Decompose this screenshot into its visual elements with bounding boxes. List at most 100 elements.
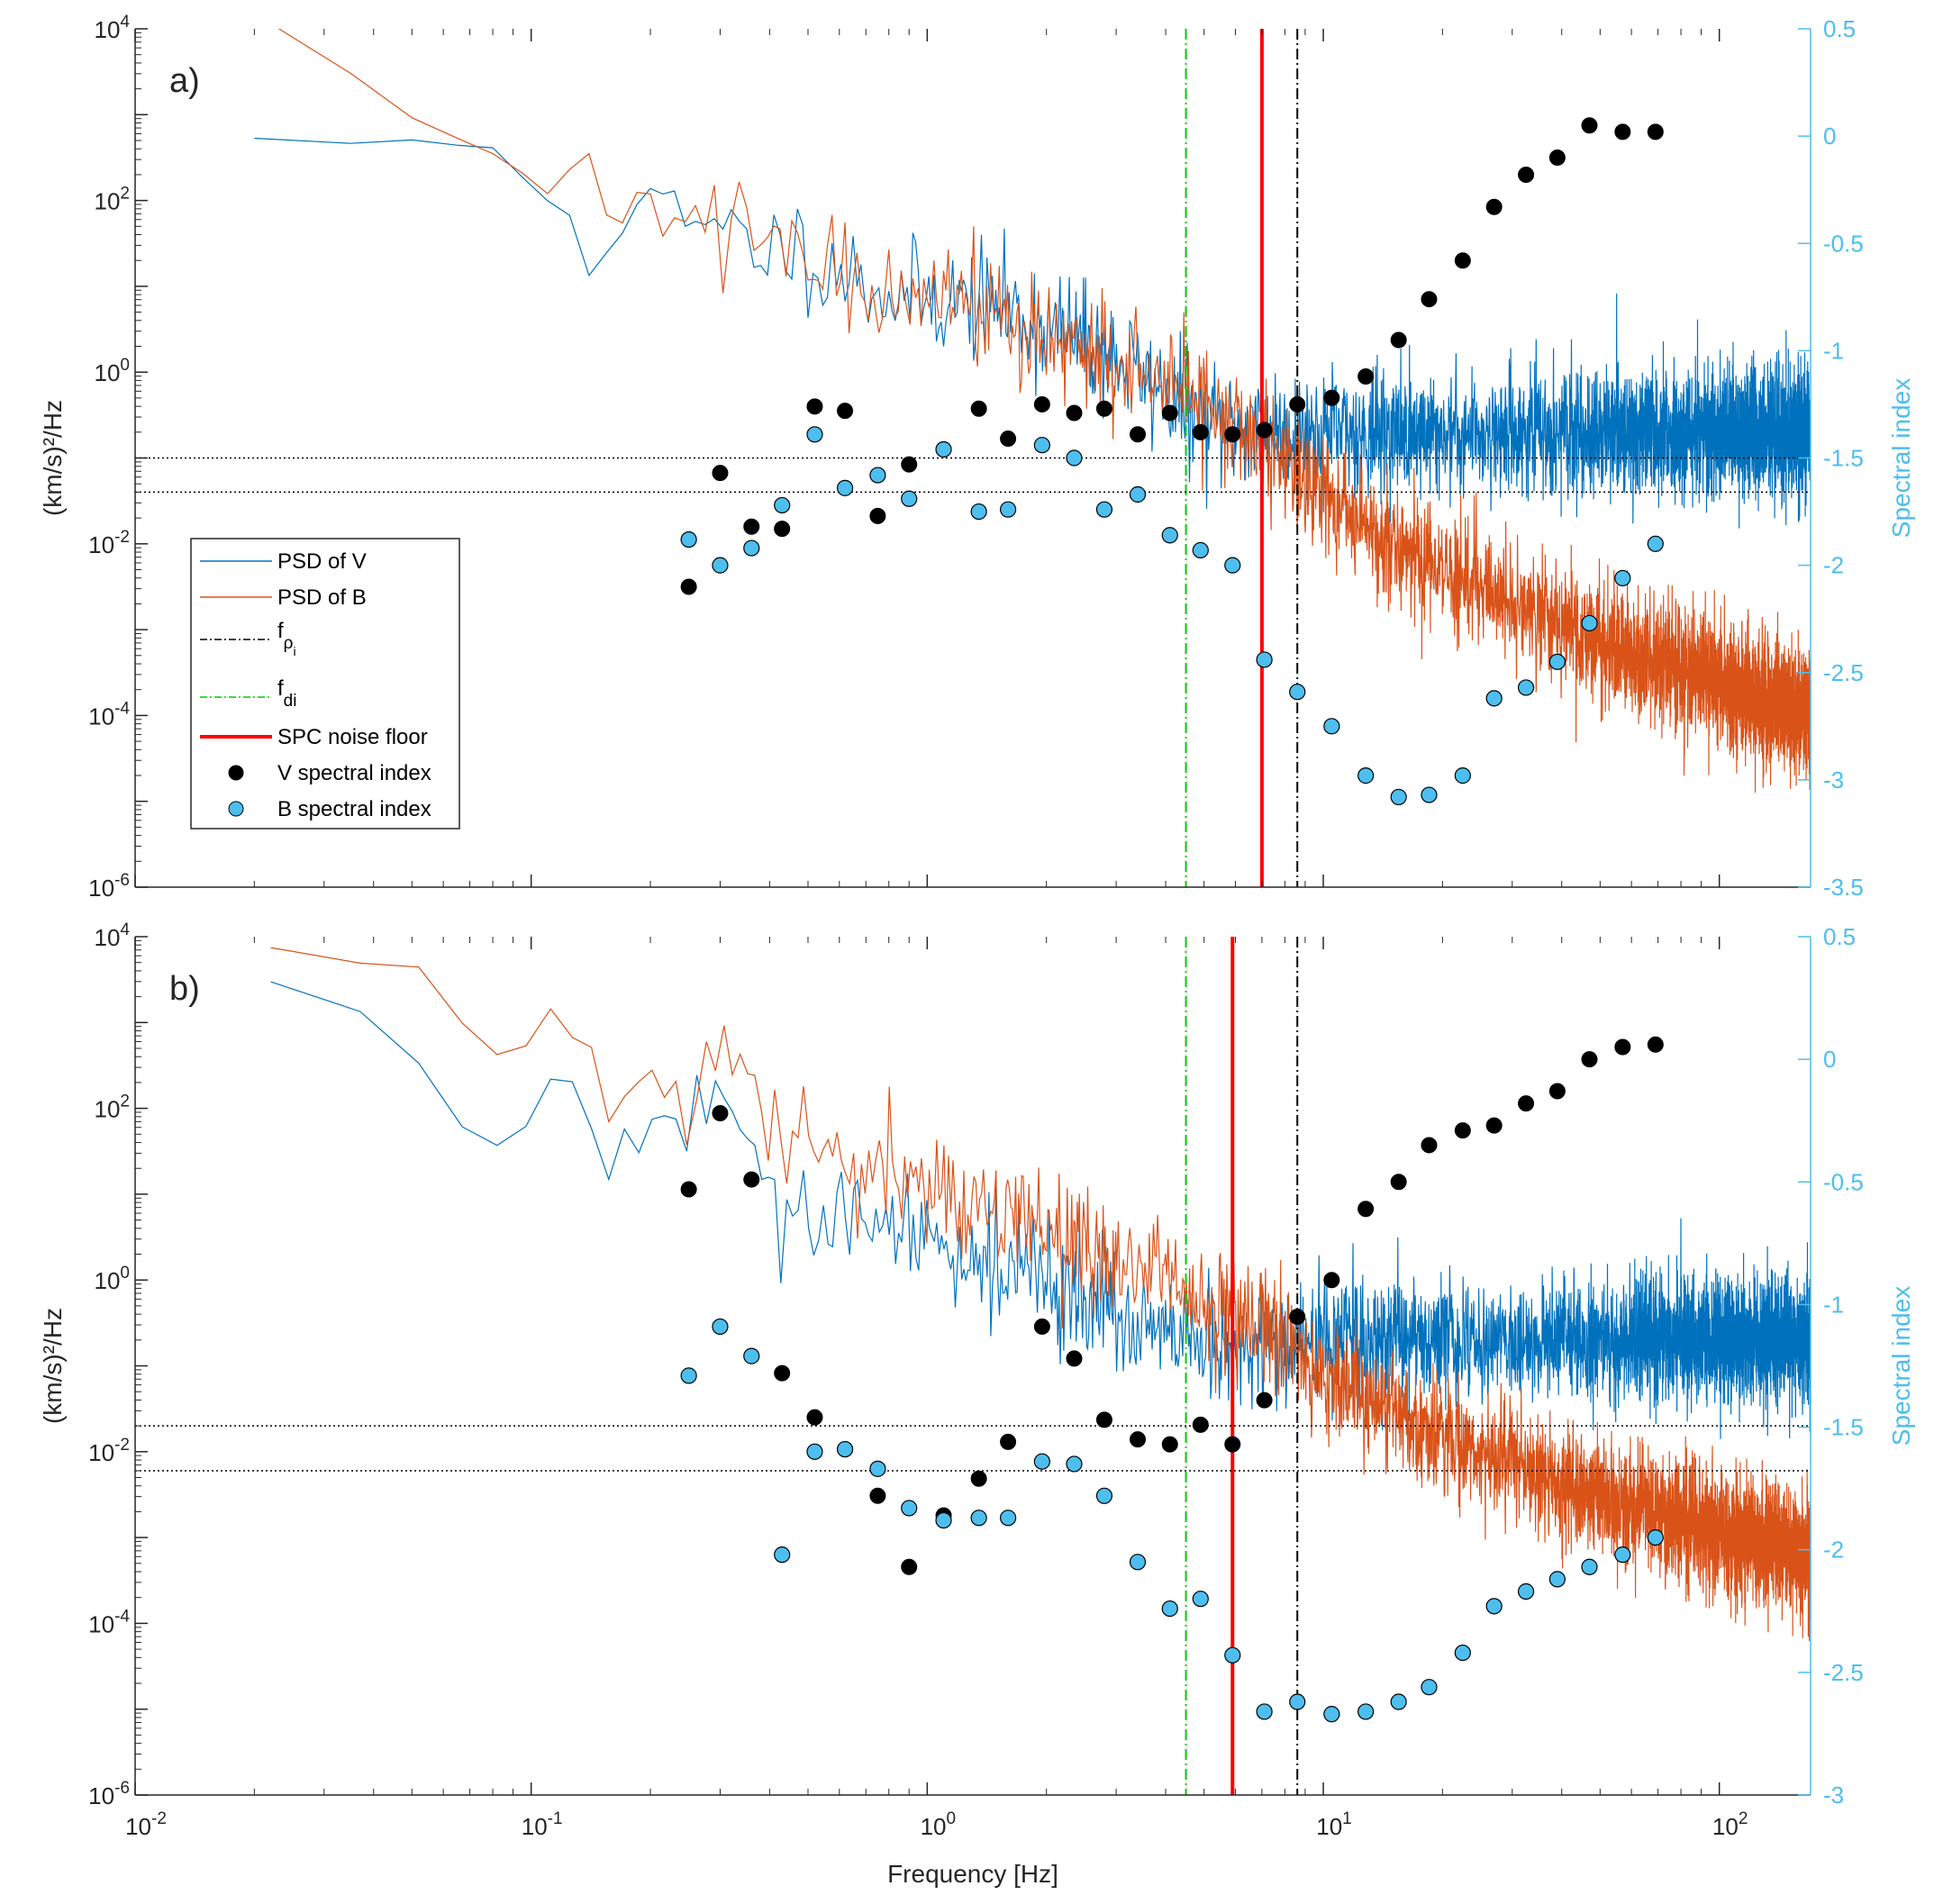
v-spectral-index-point [1454,1122,1471,1139]
y-axis-title: (km/s)²/Hz [39,400,67,516]
legend: PSD of V PSD of B fρi fdi SPC noise floor V s… [190,538,460,830]
y2-tick-label: -2 [1823,552,1844,579]
v-spectral-index-point [1581,117,1598,134]
v-spectral-index-point [1289,395,1306,413]
panel-label: b) [169,970,200,1008]
b-spectral-index-point [1066,449,1083,467]
b-spectral-index-point [774,496,791,514]
legend-swatch-v_index [228,765,244,781]
v-spectral-index-point [1548,149,1566,166]
y-tick-label: 10-6 [88,871,130,902]
b-spectral-index-point [901,1500,918,1517]
psd-b-line [270,947,1811,1641]
x-tick-label: 101 [1316,1809,1352,1840]
v-spectral-index-point [806,398,823,415]
y-tick-label: 100 [95,356,131,386]
y2-axis-title: Spectral index [1887,1286,1915,1446]
y2-tick-label: -3.5 [1823,874,1864,901]
y2-tick-label: -1 [1823,337,1844,364]
y2-tick-label: 0 [1823,122,1836,150]
v-spectral-index-point [1224,426,1241,443]
y2-tick-label: -3 [1823,1782,1844,1809]
v-spectral-index-point [1485,1117,1503,1134]
b-spectral-index-point [1517,679,1535,696]
v-spectral-index-point [1066,1350,1083,1367]
b-spectral-index-point [1517,1582,1535,1600]
v-spectral-index-point [1033,1318,1050,1335]
b-spectral-index-point [999,501,1017,518]
b-spectral-index-point [1095,1487,1113,1504]
y-tick-label: 10-2 [88,1436,130,1466]
y2-tick-label: 0 [1823,1046,1836,1073]
b-spectral-index-point [1323,718,1340,735]
v-spectral-index-point [1485,198,1503,215]
v-spectral-index-point [1518,167,1535,184]
b-spectral-index-point [970,503,987,521]
v-spectral-index-point [901,456,918,473]
y-axis-title: (km/s)²/Hz [39,1308,67,1424]
v-spectral-index-point [1066,404,1083,422]
v-spectral-index-point [1323,1272,1340,1289]
v-spectral-index-point [1256,422,1273,439]
b-spectral-index-point [1647,535,1664,552]
b-spectral-index-point [743,539,760,557]
b-spectral-index-point [1033,1453,1050,1470]
b-spectral-index-point [869,1460,886,1477]
v-spectral-index-point [1256,1392,1273,1409]
v-spectral-index-point [1421,1137,1438,1154]
v-spectral-index-point [901,1558,918,1575]
b-spectral-index-point [712,1318,729,1336]
y2-tick-label: -0.5 [1823,1168,1864,1195]
b-spectral-index-point [1224,1646,1241,1664]
y-tick-label: 10-2 [88,528,130,558]
y-tick-label: 10-4 [88,1607,130,1637]
v-spectral-index-point [1614,1038,1631,1056]
v-spectral-index-point [1357,1201,1375,1218]
y2-tick-label: -0.5 [1823,230,1864,257]
b-spectral-index-point [1548,653,1566,670]
x-tick-label: 100 [921,1809,957,1840]
x-tick-label: 10-1 [522,1809,563,1840]
b-spectral-index-point [1390,1693,1407,1710]
y2-tick-label: 0.5 [1823,923,1856,950]
v-spectral-index-point [1192,1416,1209,1433]
legend-label-b_index: B spectral index [277,797,431,821]
b-spectral-index-point [1129,485,1147,503]
b-spectral-index-point [1548,1571,1566,1588]
b-spectral-index-point [1581,1558,1598,1575]
v-spectral-index-point [712,1105,729,1122]
v-spectral-index-point [1647,123,1664,141]
v-spectral-index-point [1647,1036,1664,1053]
v-spectral-index-point [1390,1174,1407,1191]
b-spectral-index-point [1454,1644,1471,1662]
legend-label-f-rho: fρi [277,619,296,658]
y-tick-label: 10-6 [88,1779,130,1809]
spectra-group [254,29,1811,793]
legend-swatch-b_index [228,801,244,817]
v-spectral-index-point [1095,400,1112,417]
b-spectral-index-point [970,1510,987,1527]
y2-axis-title: Spectral index [1887,378,1915,538]
b-spectral-index-point [774,1546,791,1564]
b-spectral-index-point [1066,1455,1083,1473]
b-spectral-index-point [1357,767,1375,784]
b-spectral-index-point [935,440,952,458]
y-tick-label: 102 [95,1093,131,1123]
b-spectral-index-point [680,530,697,549]
b-spectral-index-point [1224,557,1241,574]
b-spectral-index-point [712,557,729,574]
b-spectral-index-point [1129,1554,1147,1571]
b-spectral-index-point [1421,1679,1438,1696]
y-tick-label: 100 [95,1264,131,1294]
psd-v-line [270,981,1811,1439]
b-spectral-index-point [1614,1546,1631,1564]
v-spectral-index-point [1421,291,1438,308]
y-tick-label: 104 [95,13,131,43]
b-spectral-index-point [1485,1598,1503,1615]
v-spectral-index-point [869,1487,886,1504]
y2-tick-label: -1 [1823,1291,1844,1318]
v-spectral-index-point [743,518,760,535]
v-spectral-index-point [1390,331,1407,349]
v-spectral-index-point [712,465,729,482]
